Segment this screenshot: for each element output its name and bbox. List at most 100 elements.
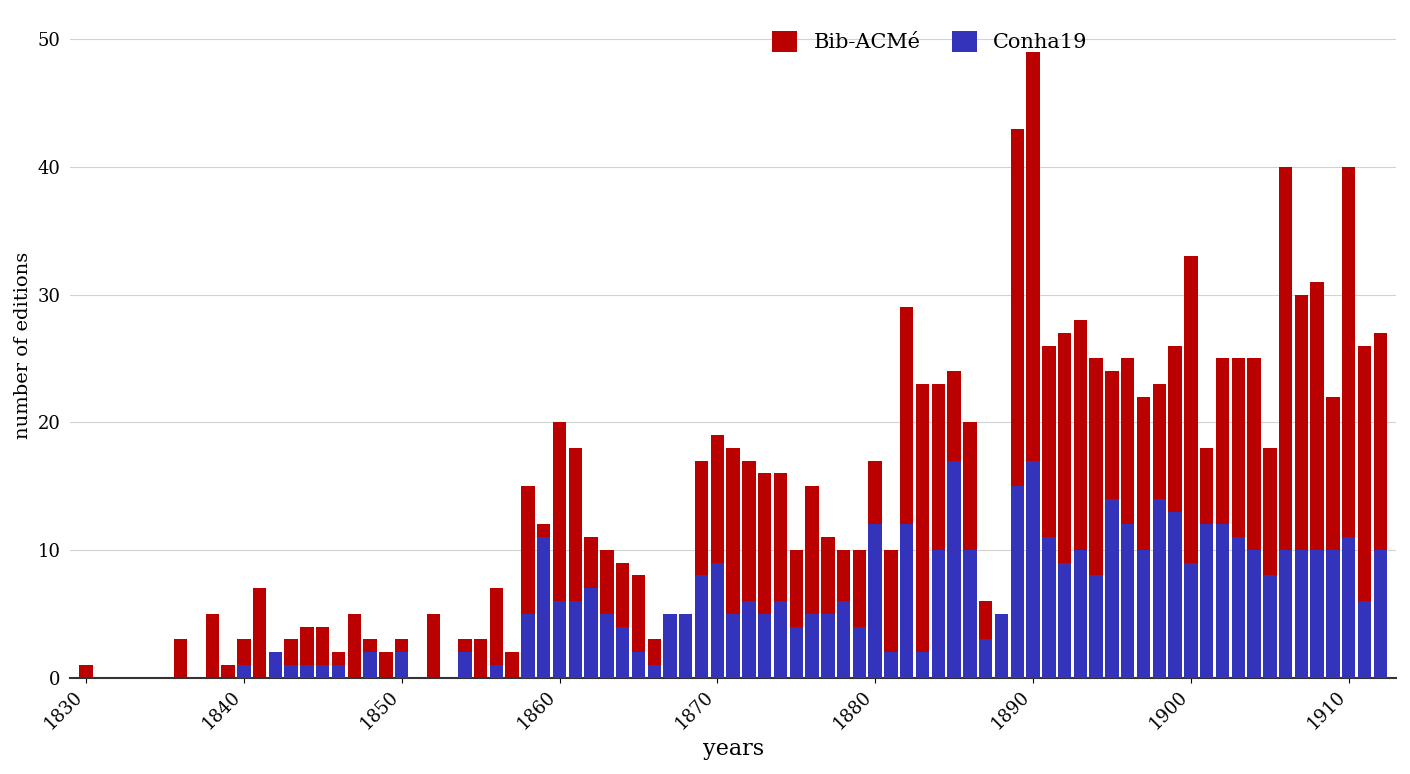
Bar (237, 639, 251, 677)
Bar (568, 448, 582, 677)
Bar (522, 486, 534, 677)
Bar (695, 576, 708, 677)
Bar (963, 423, 977, 677)
Bar (1294, 550, 1308, 677)
Bar (979, 639, 993, 677)
Bar (269, 665, 282, 677)
Bar (1358, 346, 1372, 677)
Bar (474, 639, 488, 677)
Bar (331, 665, 345, 677)
Bar (537, 537, 550, 677)
Bar (601, 550, 613, 677)
Bar (1152, 499, 1166, 677)
Bar (853, 626, 866, 677)
Bar (1073, 320, 1087, 677)
Bar (1231, 537, 1245, 677)
Bar (1136, 550, 1151, 677)
Bar (759, 614, 771, 677)
Bar (616, 563, 629, 677)
Bar (458, 652, 471, 677)
Bar (1042, 537, 1056, 677)
Bar (331, 652, 345, 677)
Bar (726, 614, 740, 677)
Bar (601, 614, 613, 677)
Bar (884, 550, 898, 677)
Bar (395, 652, 409, 677)
Bar (505, 652, 519, 677)
Bar (237, 665, 251, 677)
Bar (458, 639, 471, 677)
Bar (1090, 358, 1103, 677)
Bar (79, 665, 93, 677)
Bar (1026, 52, 1039, 677)
Bar (1373, 333, 1387, 677)
Bar (774, 601, 787, 677)
Bar (916, 384, 929, 677)
Bar (632, 576, 646, 677)
Bar (364, 639, 376, 677)
Bar (711, 435, 725, 677)
Bar (1011, 128, 1024, 677)
Bar (1310, 550, 1324, 677)
Bar (206, 614, 219, 677)
Bar (821, 614, 835, 677)
Bar (395, 639, 409, 677)
Bar (979, 601, 993, 677)
Bar (300, 665, 313, 677)
Bar (742, 601, 756, 677)
Bar (790, 550, 802, 677)
Bar (316, 665, 330, 677)
Bar (932, 550, 945, 677)
Bar (1215, 358, 1230, 677)
Bar (1279, 550, 1293, 677)
Y-axis label: number of editions: number of editions (14, 252, 32, 440)
Bar (1169, 346, 1182, 677)
Bar (489, 665, 503, 677)
Bar (1184, 563, 1197, 677)
Bar (647, 665, 661, 677)
Bar (805, 614, 819, 677)
Bar (1248, 358, 1261, 677)
Bar (790, 626, 802, 677)
Bar (252, 588, 266, 677)
Bar (663, 652, 677, 677)
Bar (300, 626, 313, 677)
Bar (173, 639, 188, 677)
Bar (1169, 512, 1182, 677)
Bar (647, 639, 661, 677)
Bar (632, 652, 646, 677)
Bar (522, 614, 534, 677)
Bar (1263, 576, 1276, 677)
Bar (1042, 346, 1056, 677)
Bar (963, 550, 977, 677)
Bar (285, 639, 298, 677)
Bar (1279, 167, 1293, 677)
Bar (1310, 282, 1324, 677)
Bar (742, 461, 756, 677)
Bar (1373, 550, 1387, 677)
Bar (537, 525, 550, 677)
X-axis label: years: years (702, 738, 764, 760)
Bar (489, 588, 503, 677)
Bar (316, 626, 330, 677)
Bar (948, 461, 960, 677)
Bar (805, 486, 819, 677)
Bar (1090, 576, 1103, 677)
Bar (1026, 461, 1039, 677)
Bar (1294, 295, 1308, 677)
Bar (1105, 372, 1118, 677)
Bar (1058, 563, 1072, 677)
Legend: Bib-ACMé, Conha19: Bib-ACMé, Conha19 (766, 24, 1094, 59)
Bar (853, 550, 866, 677)
Bar (1200, 448, 1214, 677)
Bar (1136, 397, 1151, 677)
Bar (759, 474, 771, 677)
Bar (916, 652, 929, 677)
Bar (269, 652, 282, 677)
Bar (900, 307, 914, 677)
Bar (426, 614, 440, 677)
Bar (869, 525, 881, 677)
Bar (584, 588, 598, 677)
Bar (821, 537, 835, 677)
Bar (348, 614, 361, 677)
